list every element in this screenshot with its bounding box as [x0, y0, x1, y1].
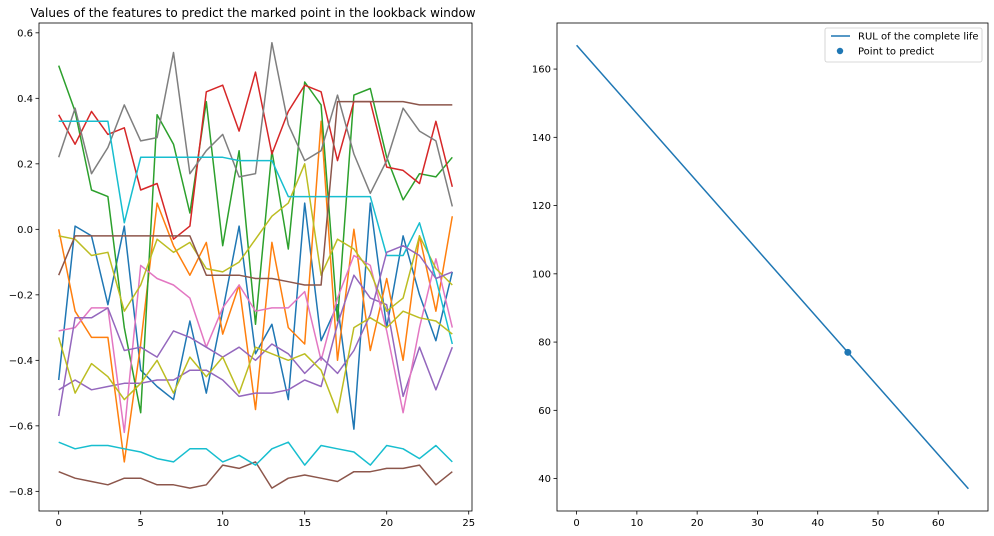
feature-series-line	[58, 254, 454, 434]
rul-lines	[576, 44, 969, 490]
right-y-tick-label: 120	[532, 201, 551, 212]
feature-series-line	[58, 461, 453, 489]
right-y-tick-label: 100	[532, 269, 551, 280]
right-x-tick-label: 50	[872, 518, 885, 529]
left-x-tick-label: 10	[216, 518, 229, 529]
left-x-tick-label: 20	[380, 518, 393, 529]
feature-lines	[57, 41, 454, 489]
right-y-tick-label: 160	[532, 65, 551, 76]
feature-series-line	[58, 120, 454, 345]
feature-series-line	[57, 120, 454, 463]
left-axes: 0 5 10 15 20 25 −0.8 −0.6 −0.4 −0.2 0.0 0.2 0.4 0.6	[9, 22, 475, 529]
right-x-tick-label: 0	[573, 518, 579, 529]
left-axes-frame	[38, 22, 473, 512]
feature-series-line	[57, 310, 453, 414]
right-x-tick-label: 10	[631, 518, 644, 529]
right-y-tick-label: 80	[538, 338, 551, 349]
left-y-tick-label: 0.2	[17, 159, 33, 170]
right-x-tick-label: 20	[691, 518, 704, 529]
rul-series-line	[576, 44, 969, 490]
left-y-tick-label: −0.6	[9, 421, 33, 432]
left-x-tick-label: 5	[138, 518, 144, 529]
right-x-tick-label: 60	[932, 518, 945, 529]
feature-series-line	[57, 65, 453, 414]
left-y-tick-label: 0.4	[17, 94, 33, 105]
right-y-tick-label: 60	[538, 406, 551, 417]
feature-series-line	[58, 441, 453, 466]
left-x-tick-label: 15	[298, 518, 311, 529]
feature-series-line	[58, 274, 453, 398]
right-x-tick-label: 40	[811, 518, 824, 529]
right-y-tick-label: 40	[538, 474, 551, 485]
right-x-tick-label: 30	[751, 518, 764, 529]
feature-series-line	[57, 41, 454, 207]
chart-title: Values of the features to predict the ma…	[30, 6, 475, 20]
legend: RUL of the complete life Point to predic…	[824, 27, 983, 63]
left-x-tick-label: 25	[462, 518, 475, 529]
legend-point-marker	[836, 47, 844, 55]
left-y-tick-label: −0.8	[9, 487, 33, 498]
left-y-tick-label: 0.0	[17, 225, 33, 236]
feature-values-chart: Values of the features to predict the ma…	[9, 6, 476, 529]
feature-series-line	[58, 71, 454, 240]
feature-series-line	[58, 100, 453, 286]
rul-chart: 0 10 20 30 40 50 60 40 60 80 100 120 140 160 RUL of t…	[532, 22, 989, 529]
legend-box	[824, 27, 983, 63]
left-y-tick-label: 0.6	[17, 28, 33, 39]
feature-series-line	[58, 163, 453, 312]
feature-series-line	[57, 244, 453, 417]
right-axes-frame	[556, 22, 989, 512]
legend-label-rul: RUL of the complete life	[858, 32, 979, 43]
right-axes: 0 10 20 30 40 50 60 40 60 80 100 120 140 160	[532, 22, 989, 529]
left-y-tick-label: −0.2	[9, 290, 33, 301]
left-y-tick-label: −0.4	[9, 356, 33, 367]
legend-label-point: Point to predict	[858, 47, 934, 58]
left-x-tick-label: 0	[55, 518, 61, 529]
right-y-tick-label: 140	[532, 133, 551, 144]
point-to-predict-marker	[844, 348, 852, 356]
